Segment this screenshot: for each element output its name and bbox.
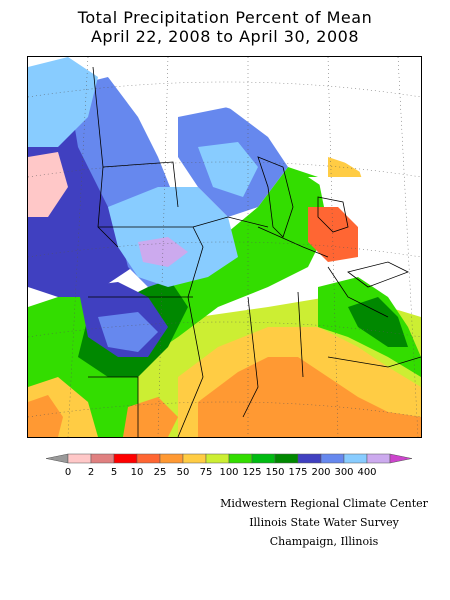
border-mn-west [92,66,119,248]
precipitation-map [27,56,422,438]
legend-tick-label: 300 [334,467,353,478]
legend-tick-label: 75 [200,467,213,478]
legend-tick-label: 100 [219,467,238,478]
band-lavender-ia [138,237,188,267]
border-il-in [242,296,259,418]
band-orange-south [198,357,421,437]
legend-swatch [274,453,299,464]
legend-bar: 0 2 5 10 25 50 75 100 125 150 175 200 300 400 [45,453,413,478]
legend-swatch [366,453,391,464]
legend-arrow-left [45,453,69,464]
legend-swatch [251,453,276,464]
band-red-mi [308,207,358,262]
credit-line-1: Midwestern Regional Climate Center [220,497,428,510]
legend-tick-label: 10 [131,467,144,478]
graticule [28,57,421,437]
lake-michigan [257,156,294,238]
band-none-north [88,57,421,177]
legend-swatch [67,453,92,464]
border-ia [98,226,204,298]
contour-bands [28,57,421,437]
legend-swatch [297,453,322,464]
legend-tick-label: 25 [154,467,167,478]
border-il-west [177,296,204,437]
band-dkgreen-oh [348,297,408,347]
legend-tick-label: 50 [177,467,190,478]
color-legend: 0 2 5 10 25 50 75 100 125 150 175 200 300 400 [0,452,450,482]
band-orange-sw [28,395,63,437]
legend-swatch [205,453,230,464]
legend-swatch [113,453,138,464]
border-ky-tn [327,356,421,368]
border-mn-south [102,161,179,208]
legend-swatch [228,453,253,464]
border-wi-il [192,216,269,228]
lake-huron [317,196,349,233]
border-in-oh [297,291,304,378]
legend-tick-label: 200 [311,467,330,478]
map-canvas [28,57,421,437]
band-lightblue-wi [198,142,258,197]
legend-swatch [343,453,368,464]
graticule-lon-4 [327,57,339,437]
band-lightblue-nw [28,57,98,147]
legend-arrow-right [389,453,413,464]
legend-tick-label: 2 [88,467,94,478]
legend-tick-label: 175 [288,467,307,478]
legend-tick-label: 0 [65,467,71,478]
band-lightblue-ia [108,187,238,287]
legend-swatch [136,453,161,464]
legend-tick-label: 5 [111,467,117,478]
graticule-lon-2 [157,57,169,437]
great-lakes [257,156,409,288]
title-line-1: Total Precipitation Percent of Mean [77,8,373,27]
band-green-central [148,167,328,357]
legend-swatch [182,453,207,464]
state-borders [88,66,421,437]
legend-swatch [320,453,345,464]
credit-line-2: Illinois State Water Survey [249,516,399,529]
legend-swatch [90,453,115,464]
band-pink-west [28,152,68,217]
credit-line-3: Champaign, Illinois [269,535,379,548]
legend-tick-label: 125 [242,467,261,478]
border-mi-south [257,226,329,258]
lake-erie [347,261,409,288]
band-orange-ms [123,397,178,437]
border-oh-north [327,266,389,318]
legend-tick-label: 400 [357,467,376,478]
band-medblue-mo [98,312,158,352]
legend-swatch [159,453,184,464]
credits: Midwestern Regional Climate Center Illin… [214,494,434,551]
legend-tick-label: 150 [265,467,284,478]
band-none-east [308,177,421,267]
map-title: Total Precipitation Percent of Mean Apri… [0,8,450,46]
title-line-2: April 22, 2008 to April 30, 2008 [90,27,360,46]
border-ar [88,376,139,437]
